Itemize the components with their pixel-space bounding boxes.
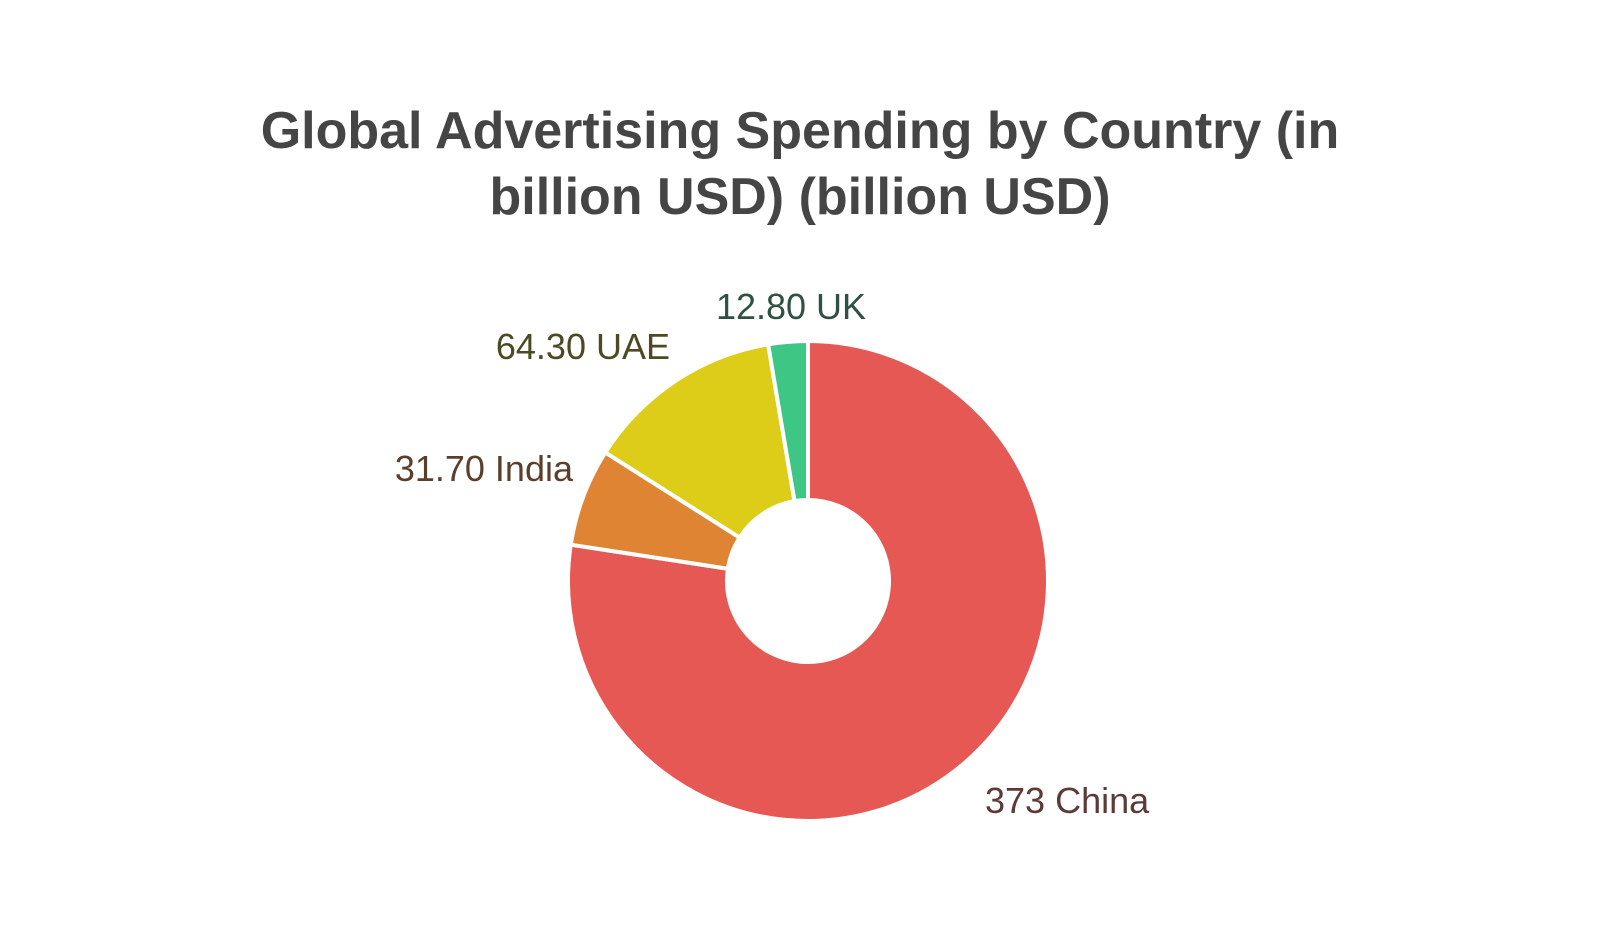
slice-china	[566, 339, 1050, 823]
chart-title: Global Advertising Spending by Country (…	[0, 98, 1600, 230]
slice-uk	[766, 339, 810, 504]
slice-labels: 373 China 31.70 India 64.30 UAE 12.80 UK	[395, 286, 1150, 821]
slice-label-uk: 12.80 UK	[716, 286, 866, 327]
chart-title-line-1: Global Advertising Spending by Country (…	[260, 102, 1340, 160]
slice-label-india: 31.70 India	[395, 448, 574, 489]
chart-title-line-2: billion USD) (billion USD)	[489, 168, 1111, 226]
slice-uae	[603, 342, 797, 540]
donut-slices	[566, 339, 1050, 823]
slice-label-uae: 64.30 UAE	[496, 326, 670, 367]
slice-label-china: 373 China	[985, 780, 1150, 821]
